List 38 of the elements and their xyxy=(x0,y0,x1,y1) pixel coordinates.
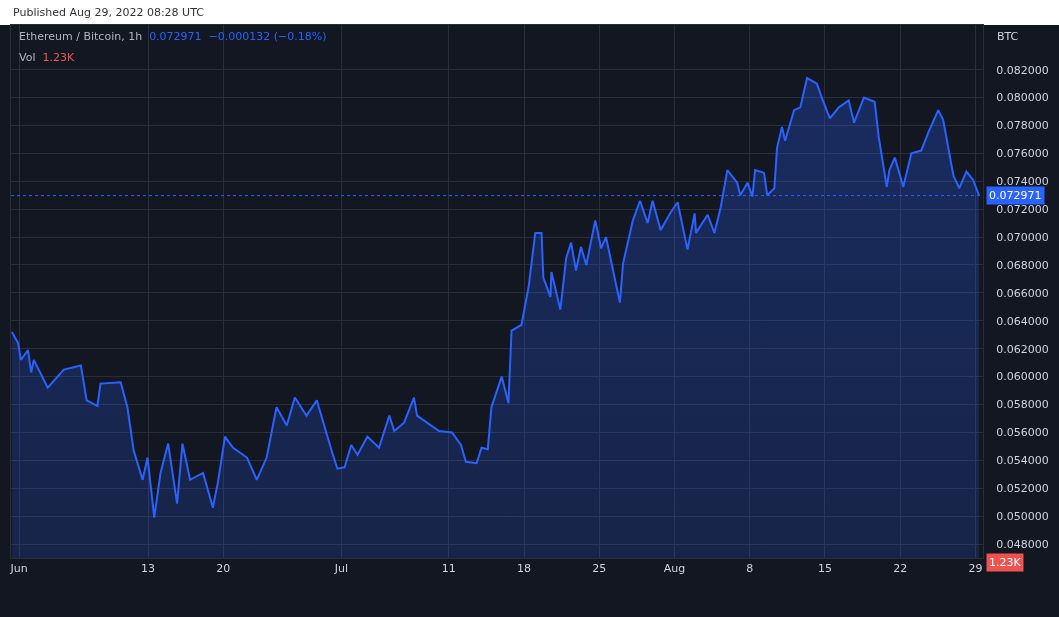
x-tick-label: Jul xyxy=(333,562,349,576)
y-tick-label: 0.052000 xyxy=(996,482,1049,496)
y-tick-label: 0.078000 xyxy=(996,119,1049,133)
y-tick-label: 0.076000 xyxy=(996,147,1049,161)
y-tick-label: 0.062000 xyxy=(996,342,1049,356)
annotation: Vol xyxy=(19,51,36,64)
y-tick-label: 0.058000 xyxy=(996,398,1049,412)
annotation: 1.23K xyxy=(42,51,75,64)
x-tick-label: 13 xyxy=(141,562,155,576)
y-tick-label: 0.064000 xyxy=(996,314,1049,328)
text: Ethereum / Bitcoin, 1h xyxy=(19,30,143,43)
y-tick-label: 0.068000 xyxy=(996,258,1049,272)
y-tick-label: 0.074000 xyxy=(996,175,1049,189)
y-tick-label: 0.082000 xyxy=(996,63,1049,77)
y-tick-label: 0.060000 xyxy=(996,370,1049,384)
y-tick-label: 0.080000 xyxy=(996,91,1049,105)
y-tick-label: 0.054000 xyxy=(996,454,1049,468)
y-tick-label: 0.056000 xyxy=(996,426,1049,440)
y-axis-title: BTC xyxy=(997,30,1019,43)
y-tick-label: 0.066000 xyxy=(996,286,1049,300)
x-tick-label: 20 xyxy=(216,562,231,576)
text: 1.23K xyxy=(989,556,1022,569)
x-tick-label: 25 xyxy=(592,562,607,576)
x-tick-label: 11 xyxy=(441,562,456,576)
x-tick-label: 29 xyxy=(968,562,983,576)
y-tick-label: 0.048000 xyxy=(996,537,1049,551)
text: 0.072971 −0.000132 (−0.18%) xyxy=(149,30,327,43)
x-tick-label: Aug xyxy=(663,562,686,576)
text: Published Aug 29, 2022 08:28 UTC xyxy=(13,6,205,19)
x-tick-label: 18 xyxy=(517,562,532,576)
x-tick-label: 22 xyxy=(893,562,908,576)
y-tick-label: 0.050000 xyxy=(996,509,1049,523)
y-tick-label: 0.072000 xyxy=(996,203,1049,217)
ref-line-label: 0.072971 xyxy=(989,189,1042,202)
x-tick-label: 15 xyxy=(817,562,832,576)
x-tick-label: Jun xyxy=(9,562,28,576)
x-tick-label: 8 xyxy=(746,562,754,576)
y-tick-label: 0.070000 xyxy=(996,230,1049,244)
